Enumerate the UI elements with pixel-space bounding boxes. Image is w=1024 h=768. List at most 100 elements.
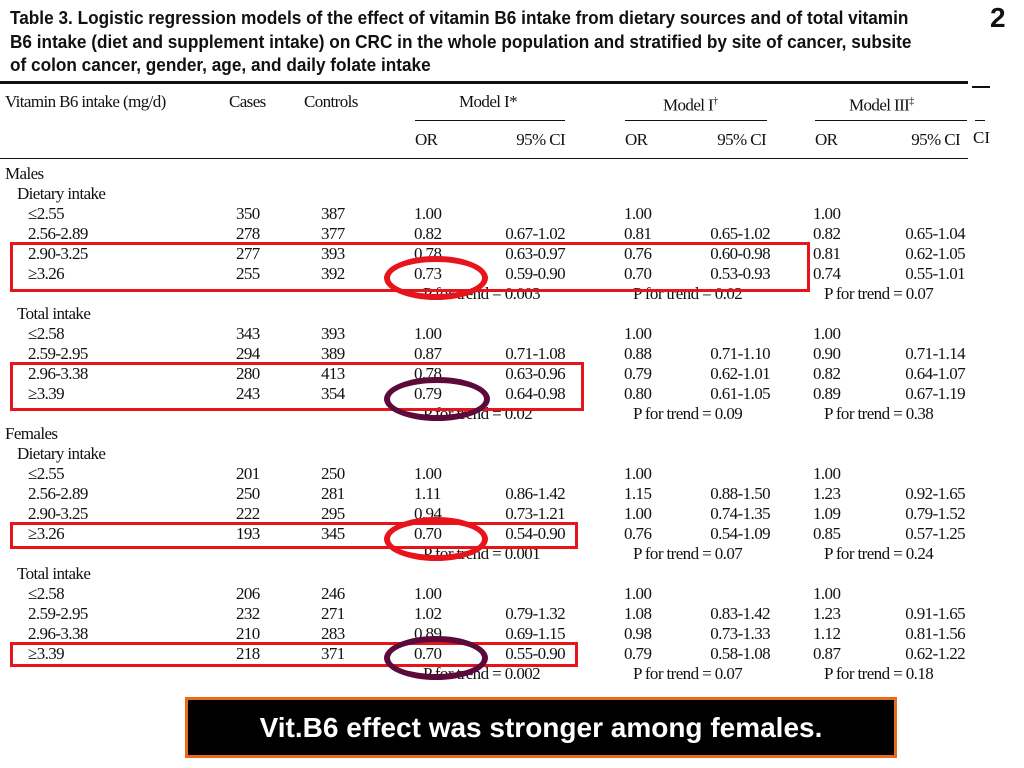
header-model-1: Model I* [459, 92, 518, 111]
header-ci-1: 95% CI [516, 130, 565, 149]
model-2-underline [625, 120, 767, 121]
ci-model-2: 0.60-0.98 [710, 244, 770, 263]
cases-value: 218 [236, 644, 260, 663]
ci-model-2: 0.83-1.42 [710, 604, 770, 623]
or-model-3: 0.90 [813, 344, 841, 363]
or-model-1: 0.82 [414, 224, 442, 243]
controls-value: 246 [321, 584, 345, 603]
ci-model-3: 0.81-1.56 [905, 624, 965, 643]
controls-value: 295 [321, 504, 345, 523]
ci-model-1: 0.71-1.08 [505, 344, 565, 363]
or-model-1: 1.00 [414, 584, 442, 603]
intake-range: ≤2.58 [28, 324, 65, 343]
ci-model-3: 0.57-1.25 [905, 524, 965, 543]
or-model-1: 1.00 [414, 324, 442, 343]
ci-model-1: 0.54-0.90 [505, 524, 565, 543]
ci-model-3: 0.92-1.65 [905, 484, 965, 503]
top-rule-fragment [972, 86, 990, 88]
controls-value: 393 [321, 244, 345, 263]
p-trend-model-3: P for trend = 0.18 [824, 664, 934, 683]
ci-model-1: 0.63-0.97 [505, 244, 565, 263]
controls-value: 371 [321, 644, 345, 663]
cases-value: 210 [236, 624, 260, 643]
or-model-2: 0.98 [624, 624, 652, 643]
subgroup-label: Dietary intake [17, 184, 106, 203]
ci-model-1: 0.59-0.90 [505, 264, 565, 283]
controls-value: 393 [321, 324, 345, 343]
or-model-3: 1.12 [813, 624, 841, 643]
subgroup-label: Total intake [17, 564, 91, 583]
or-model-3: 0.74 [813, 264, 841, 283]
highlight-circle-females-dietary [384, 517, 488, 561]
ci-model-2: 0.53-0.93 [710, 264, 770, 283]
or-model-2: 0.80 [624, 384, 652, 403]
or-model-2: 1.08 [624, 604, 652, 623]
or-model-1: 1.00 [414, 464, 442, 483]
model-3-underline [815, 120, 967, 121]
model-1-underline [415, 120, 565, 121]
ci-model-3: 0.91-1.65 [905, 604, 965, 623]
or-model-3: 1.00 [813, 584, 841, 603]
intake-range: ≤2.55 [28, 204, 65, 223]
or-model-3: 0.82 [813, 364, 841, 383]
controls-value: 354 [321, 384, 345, 403]
or-model-3: 1.00 [813, 464, 841, 483]
ci-model-1: 0.63-0.96 [505, 364, 565, 383]
p-trend-model-3: P for trend = 0.07 [824, 284, 934, 303]
or-model-2: 0.70 [624, 264, 652, 283]
ci-model-1: 0.73-1.21 [505, 504, 565, 523]
or-model-3: 1.09 [813, 504, 841, 523]
ci-model-1: 0.67-1.02 [505, 224, 565, 243]
or-model-3: 0.85 [813, 524, 841, 543]
group-label: Females [5, 424, 58, 443]
header-or-1: OR [415, 130, 438, 149]
p-trend-model-3: P for trend = 0.38 [824, 404, 934, 423]
header-bottom-rule [0, 158, 968, 159]
cases-value: 206 [236, 584, 260, 603]
model-2-label: Model I [663, 95, 714, 115]
ci-model-2: 0.74-1.35 [710, 504, 770, 523]
controls-value: 281 [321, 484, 345, 503]
model-2-mark: † [713, 96, 718, 107]
highlight-box-females-total [10, 642, 578, 667]
or-model-2: 1.00 [624, 504, 652, 523]
cases-value: 232 [236, 604, 260, 623]
or-model-2: 1.15 [624, 484, 652, 503]
or-model-1: 0.87 [414, 344, 442, 363]
header-ci-3: 95% CI [911, 130, 960, 149]
intake-range: 2.56-2.89 [28, 484, 88, 503]
cases-value: 201 [236, 464, 260, 483]
ci-model-2: 0.54-1.09 [710, 524, 770, 543]
highlight-circle-females-total [384, 636, 488, 680]
or-model-2: 1.00 [624, 584, 652, 603]
highlight-circle-males-dietary [384, 256, 488, 300]
ci-model-3: 0.79-1.52 [905, 504, 965, 523]
or-model-2: 1.00 [624, 464, 652, 483]
ci-model-1: 0.69-1.15 [505, 624, 565, 643]
controls-value: 392 [321, 264, 345, 283]
intake-range: ≥3.39 [28, 384, 65, 403]
ci-model-1: 0.79-1.32 [505, 604, 565, 623]
cases-value: 294 [236, 344, 260, 363]
or-model-1: 1.00 [414, 204, 442, 223]
cases-value: 343 [236, 324, 260, 343]
intake-range: ≥3.39 [28, 644, 65, 663]
or-model-3: 0.87 [813, 644, 841, 663]
page-number: 2 [990, 2, 1006, 33]
controls-value: 283 [321, 624, 345, 643]
intake-range: ≤2.58 [28, 584, 65, 603]
controls-value: 389 [321, 344, 345, 363]
controls-value: 345 [321, 524, 345, 543]
ci-model-2: 0.65-1.02 [710, 224, 770, 243]
p-trend-model-2: P for trend = 0.07 [633, 664, 743, 683]
ci-model-2: 0.88-1.50 [710, 484, 770, 503]
ci-model-3: 0.65-1.04 [905, 224, 965, 243]
header-or-3: OR [815, 130, 838, 149]
ci-model-1: 0.55-0.90 [505, 644, 565, 663]
ci-model-3: 0.71-1.14 [905, 344, 965, 363]
or-model-2: 0.76 [624, 524, 652, 543]
controls-value: 271 [321, 604, 345, 623]
intake-range: 2.59-2.95 [28, 344, 88, 363]
group-label: Males [5, 164, 44, 183]
ci-model-3: 0.55-1.01 [905, 264, 965, 283]
